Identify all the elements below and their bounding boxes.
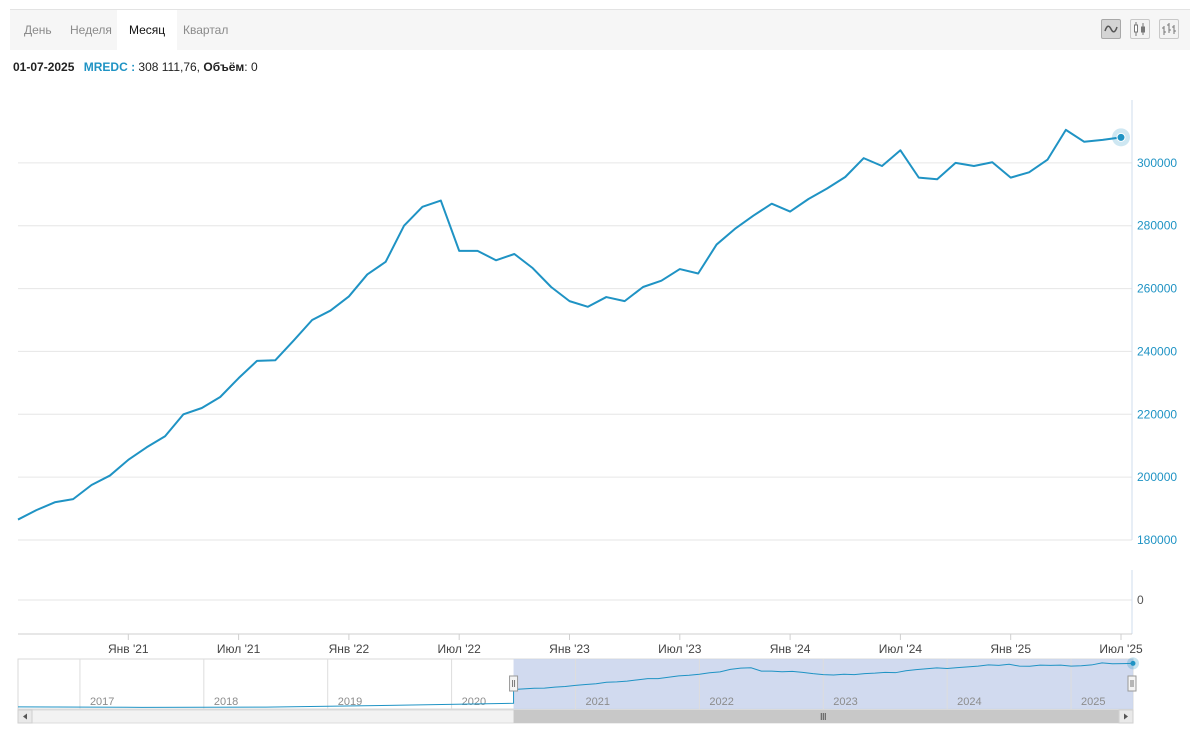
tab-day[interactable]: День [24, 23, 52, 37]
x-tick-label: Янв '21 [108, 642, 149, 656]
tab-week[interactable]: Неделя [70, 23, 112, 37]
info-volume-label: Объём [203, 60, 245, 74]
navigator-year-label: 2020 [462, 696, 486, 708]
navigator-year-label: 2025 [1081, 696, 1105, 708]
tab-month[interactable]: Месяц [117, 10, 178, 50]
grid-layer [18, 162, 1132, 601]
arrow-left-icon [23, 713, 27, 720]
navigator-year-label: 2018 [214, 696, 238, 708]
y-tick-label: 200000 [1137, 470, 1177, 484]
hover-marker [1116, 132, 1126, 142]
tab-quarter[interactable]: Квартал [183, 23, 229, 37]
x-tick-label: Июл '23 [658, 642, 702, 656]
volume-tick-label: 0 [1137, 593, 1144, 607]
x-tick-label: Июл '25 [1099, 642, 1143, 656]
navigator-layer: 2017 2018 2019 2020 2021 2022 2023 2024 2025 [17, 657, 1139, 724]
y-tick-label: 280000 [1137, 219, 1177, 233]
candlestick-chart-icon [1134, 22, 1145, 36]
x-tick-label: Июл '24 [879, 642, 923, 656]
navigator-year-label: 2024 [957, 696, 981, 708]
navigator-year-label: 2023 [833, 696, 857, 708]
navigator-series-line [17, 662, 1134, 708]
y-tick-label: 260000 [1137, 282, 1177, 296]
x-tick-label: Июл '22 [438, 642, 482, 656]
tooltip-info-line: 01-07-2025 MREDC : 308 111,76, Объём: 0 [13, 60, 258, 74]
x-tick-label: Янв '25 [990, 642, 1031, 656]
handle-body [1127, 675, 1137, 692]
candlestick-chart-button[interactable] [1130, 19, 1150, 39]
navigator-year-label: 2022 [709, 696, 733, 708]
info-value: 308 111,76, [138, 60, 201, 74]
arrow-right-icon [1124, 713, 1128, 720]
navigator-year-label: 2017 [90, 696, 114, 708]
navigator-marker [1130, 660, 1136, 666]
ohlc-chart-button[interactable] [1159, 19, 1179, 39]
line-chart-icon [1104, 25, 1118, 33]
navigator-right-handle[interactable] [1127, 675, 1137, 692]
handle-body [509, 675, 519, 692]
y-tick-label: 220000 [1137, 407, 1177, 421]
x-tick-label: Янв '24 [770, 642, 811, 656]
x-tick-label: Янв '23 [549, 642, 590, 656]
y-tick-label: 180000 [1137, 533, 1177, 547]
ohlc-bar-chart-icon [1162, 23, 1176, 35]
navigator-left-handle[interactable] [509, 675, 519, 692]
axis-layer: 180000 200000 220000 240000 260000 280000 3000… [18, 100, 1177, 656]
series-layer [17, 128, 1130, 521]
price-series-line [17, 128, 1122, 521]
navigator-year-label: 2019 [338, 696, 362, 708]
period-tab-bar: День Неделя Месяц Квартал [10, 10, 1190, 50]
info-ticker: MREDC : [83, 60, 136, 74]
info-volume-sep: : [244, 60, 248, 74]
y-tick-label: 300000 [1137, 156, 1177, 170]
info-volume-value: 0 [250, 60, 258, 74]
navigator-year-label: 2021 [586, 696, 610, 708]
x-tick-label: Июл '21 [217, 642, 261, 656]
line-chart-button[interactable] [1101, 19, 1121, 39]
info-date: 01-07-2025 [13, 60, 75, 74]
x-tick-label: Янв '22 [329, 642, 370, 656]
top-border [10, 9, 1190, 10]
y-tick-label: 240000 [1137, 344, 1177, 358]
